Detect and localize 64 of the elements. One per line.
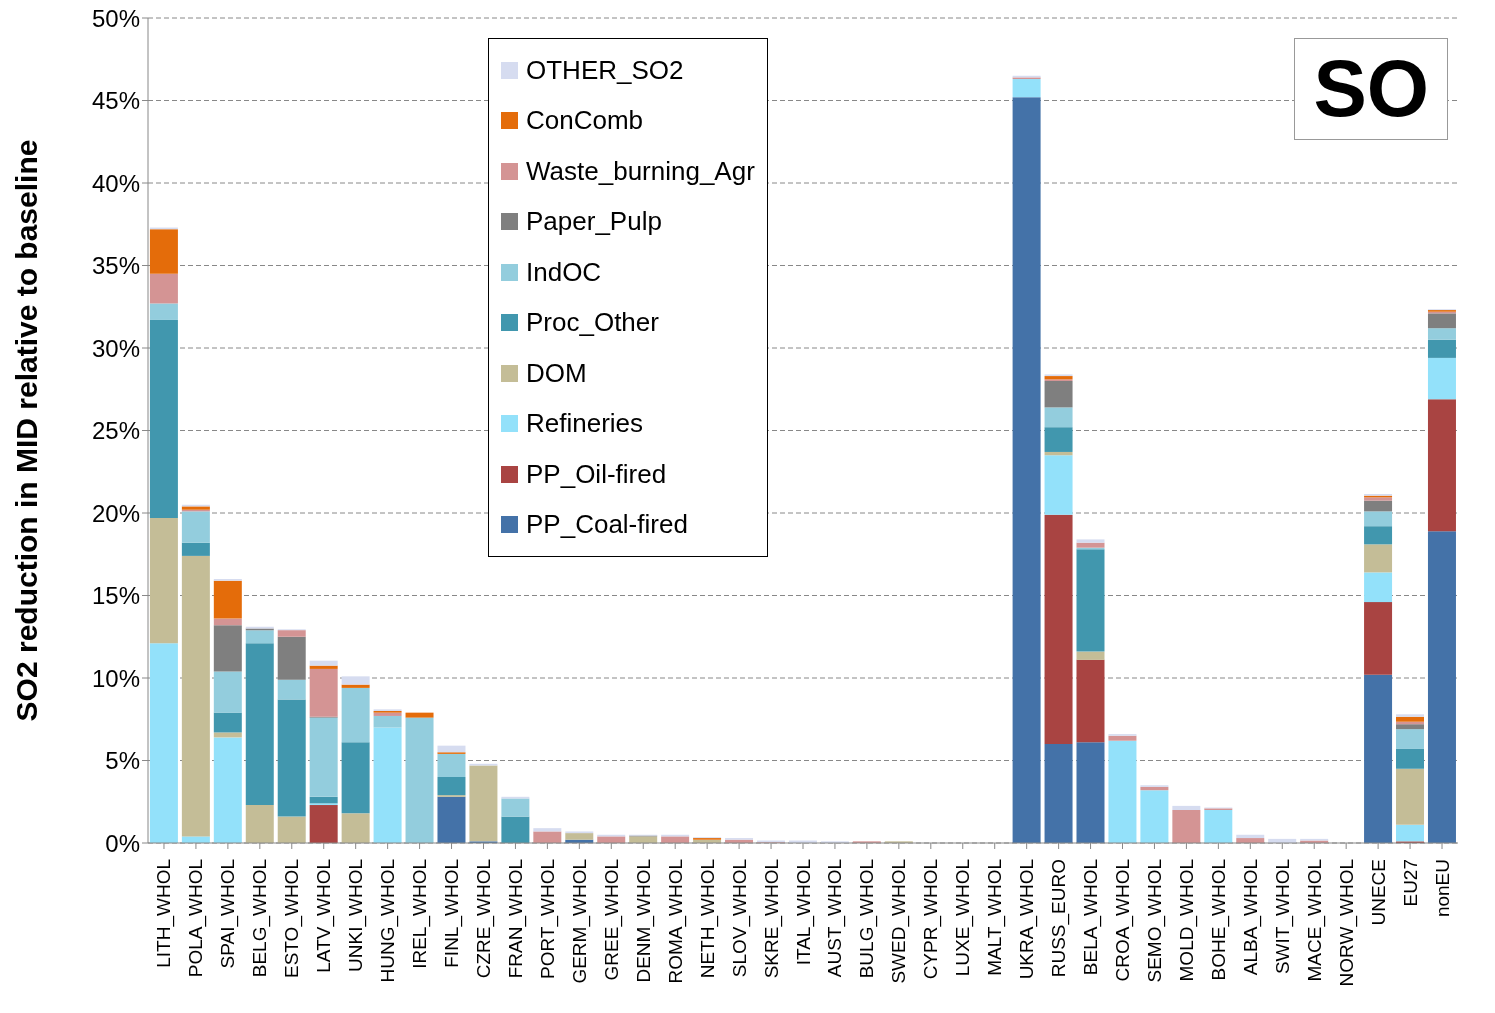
x-tick-label: nonEU (1431, 859, 1453, 918)
x-tick-label: CYPR_WHOL (920, 859, 943, 980)
y-tick-label: 5% (105, 747, 140, 775)
legend-label: ConComb (526, 105, 644, 137)
y-tick-label: 25% (91, 417, 140, 445)
legend-label: DOM (526, 357, 587, 389)
x-tick-label: ROMA_WHOL (664, 859, 687, 984)
x-tick-label: BULG_WHOL (856, 859, 879, 979)
legend-label: OTHER_SO2 (526, 54, 684, 86)
x-tick-label: BOHE_WHOL (1207, 859, 1230, 981)
x-tick-label: ALBA_WHOL (1239, 859, 1262, 976)
x-tick-label: ESTO_WHOL (281, 859, 304, 978)
x-tick-label: DENM_WHOL (632, 859, 655, 983)
x-tick-label: SWIT_WHOL (1271, 859, 1294, 975)
x-tick-label: LITH_WHOL (153, 859, 176, 968)
x-tick-label: GREE_WHOL (600, 859, 623, 981)
y-tick-label: 20% (91, 499, 140, 527)
x-tick-label: BELG_WHOL (249, 859, 272, 978)
x-tick-label: ITAL_WHOL (792, 859, 815, 966)
x-tick-label: SEMO_WHOL (1143, 859, 1166, 983)
x-tick-label: PORT_WHOL (536, 859, 559, 980)
legend-label: IndOC (526, 256, 602, 288)
x-tick-label: HUNG_WHOL (377, 859, 400, 983)
y-tick-label: 45% (91, 87, 140, 115)
y-axis-title: SO2 reduction in MID relative to baseline (9, 139, 43, 722)
x-tick-label: CROA_WHOL (1112, 859, 1135, 982)
x-tick-label: CZRE_WHOL (472, 859, 495, 979)
x-tick-label: NETH_WHOL (696, 859, 719, 979)
legend-label: Proc_Other (526, 307, 659, 339)
x-tick-label: SPAI_WHOL (217, 859, 240, 969)
y-tick-label: 30% (91, 334, 140, 362)
x-tick-label: UNKI_WHOL (345, 859, 368, 972)
x-tick-label: UKRA_WHOL (1016, 859, 1039, 980)
legend-label: PP_Oil-fired (526, 458, 667, 490)
x-tick-label: SWED_WHOL (888, 859, 911, 984)
y-tick-label: 10% (91, 664, 140, 692)
x-tick-label: FINL_WHOL (441, 859, 464, 968)
x-tick-label: MALT_WHOL (984, 859, 1007, 976)
x-tick-label: SKRE_WHOL (760, 859, 783, 979)
x-tick-label: LUXE_WHOL (952, 859, 975, 977)
x-tick-label: RUSS_EURO (1048, 859, 1071, 978)
y-tick-label: 35% (91, 252, 140, 280)
x-tick-label: NORW_WHOL (1335, 859, 1358, 987)
y-tick-label: 40% (91, 169, 140, 197)
legend-label: PP_Coal-fired (526, 509, 688, 541)
x-tick-label: FRAN_WHOL (504, 859, 527, 979)
y-tick-label: 15% (91, 582, 140, 610)
x-tick-label: GERM_WHOL (568, 859, 591, 984)
y-tick-label: 50% (91, 4, 140, 32)
legend-label: Refineries (526, 408, 644, 440)
x-tick-label: MACE_WHOL (1303, 859, 1326, 982)
x-tick-label: AUST_WHOL (824, 859, 847, 978)
annotation: SO (1294, 38, 1448, 140)
x-tick-label: POLA_WHOL (185, 859, 208, 978)
legend-label: Waste_burning_Agr (526, 155, 755, 187)
x-tick-label: EU27 (1399, 859, 1421, 907)
x-tick-label: LATV_WHOL (313, 859, 336, 973)
x-tick-label: SLOV_WHOL (728, 859, 751, 978)
x-tick-label: BELA_WHOL (1080, 859, 1103, 976)
x-tick-label: MOLD_WHOL (1175, 859, 1198, 982)
x-tick-label: IREL_WHOL (409, 859, 432, 969)
y-tick-label: 0% (105, 829, 140, 857)
legend-label: Paper_Pulp (526, 206, 662, 238)
x-tick-label: UNECE (1367, 859, 1389, 926)
